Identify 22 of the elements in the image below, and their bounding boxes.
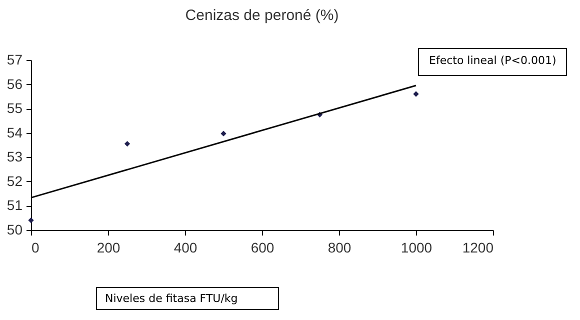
- chart-title: Cenizas de peroné (%): [185, 7, 339, 24]
- y-tick-label: 51: [6, 197, 23, 214]
- x-tick-label: 1200: [462, 240, 494, 256]
- x-tick-label: 800: [328, 240, 352, 256]
- x-tick-label: 400: [174, 240, 198, 256]
- point: [28, 217, 34, 224]
- point: [124, 140, 130, 147]
- x-tick-label: 1000: [400, 240, 432, 256]
- y-tick-label: 56: [6, 76, 23, 92]
- y-tick-label: 50: [6, 222, 23, 238]
- x-tick-label: 600: [250, 240, 274, 256]
- y-tick-label: 52: [6, 172, 23, 189]
- y-tick-label: 55: [6, 100, 23, 116]
- annotation: Efecto lineal (P<0.001): [418, 48, 568, 76]
- x-tick-label: 0: [32, 240, 40, 256]
- x-axis-title: Niveles de fitasa FTU/kg: [96, 287, 279, 310]
- y-tick-label: 54: [6, 124, 23, 140]
- point: [413, 91, 419, 97]
- x-tick-label: 200: [96, 240, 120, 256]
- point: [220, 130, 226, 136]
- y-tick-label: 53: [6, 148, 23, 165]
- y-tick-label: 57: [6, 52, 23, 68]
